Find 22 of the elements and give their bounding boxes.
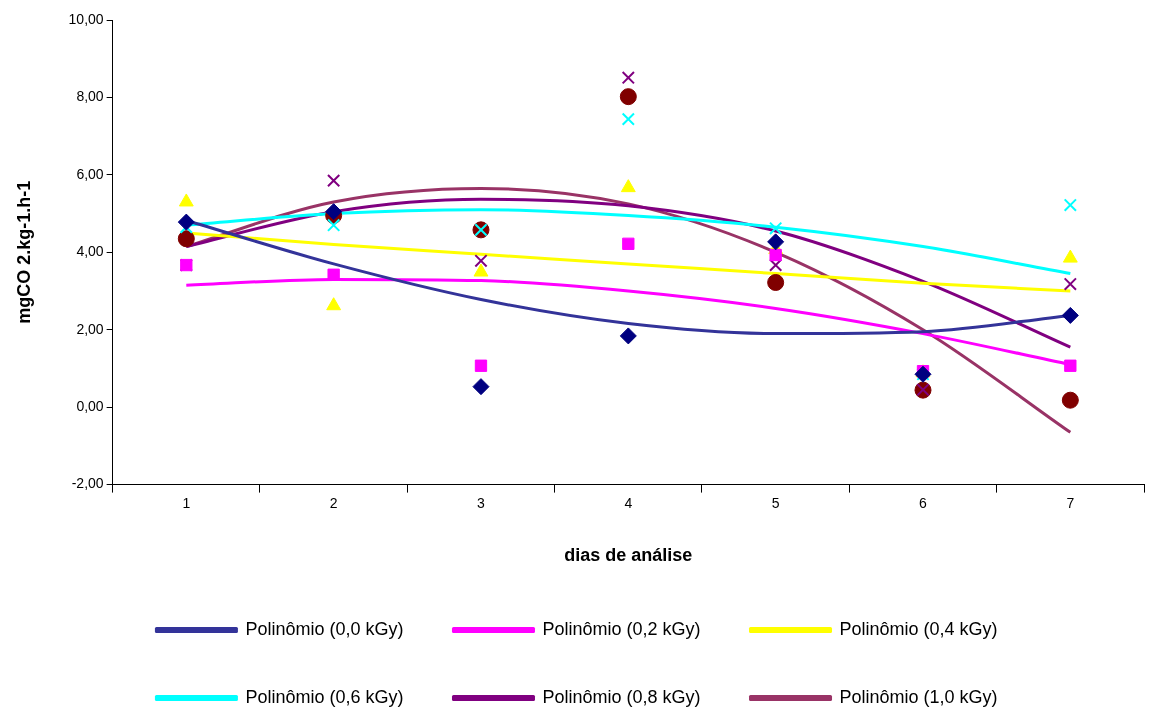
y-tick-label: 0,00 [76,398,104,415]
y-axis-title: mgCO 2.kg-1.h-1 [13,180,34,324]
legend-label: Polinômio (0,6 kGy) [245,686,404,707]
y-tick-label: 2,00 [76,320,104,337]
x-tick-label: 1 [182,494,191,511]
x-tick-label: 5 [771,494,780,511]
y-tick-label: 4,00 [76,243,104,260]
legend-label: Polinômio (0,8 kGy) [542,686,701,707]
y-tick-label: 8,00 [76,88,104,105]
x-axis-title: dias de análise [564,545,693,566]
y-tick-label: -2,00 [71,475,104,492]
x-tick-label: 3 [477,494,486,511]
x-tick-label: 4 [624,494,633,511]
x-tick-label: 7 [1066,494,1075,511]
legend-label: Polinômio (0,0 kGy) [245,618,404,639]
legend-label: Polinômio (0,4 kGy) [839,618,998,639]
x-tick-label: 6 [919,494,928,511]
x-tick-label: 2 [329,494,338,511]
y-tick-label: 10,00 [68,10,104,27]
y-tick-label: 6,00 [76,165,104,182]
legend-label: Polinômio (1,0 kGy) [839,686,998,707]
legend-label: Polinômio (0,2 kGy) [542,618,701,639]
